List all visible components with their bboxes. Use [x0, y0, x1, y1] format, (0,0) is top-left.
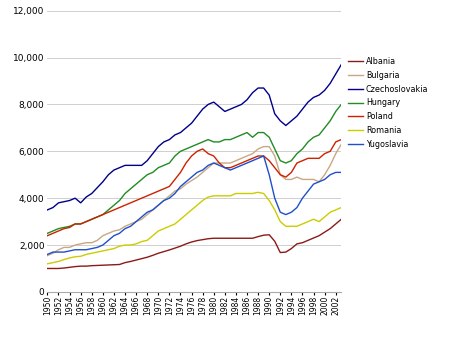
Yugoslavia — [261, 154, 266, 158]
Hungary — [222, 137, 228, 142]
Romania — [155, 229, 161, 233]
Line: Albania: Albania — [47, 219, 341, 268]
Hungary — [244, 130, 250, 135]
Romania — [338, 205, 344, 210]
Hungary — [94, 215, 100, 219]
Czechoslovakia — [205, 102, 211, 106]
Bulgaria — [45, 253, 50, 258]
Romania — [217, 194, 222, 198]
Yugoslavia — [244, 161, 250, 165]
Poland — [205, 152, 211, 156]
Poland — [217, 161, 222, 165]
Bulgaria — [244, 154, 250, 158]
Poland — [155, 189, 161, 193]
Hungary — [338, 102, 344, 106]
Bulgaria — [94, 238, 100, 242]
Poland — [45, 234, 50, 238]
Czechoslovakia — [338, 62, 344, 67]
Bulgaria — [205, 166, 211, 170]
Poland — [94, 215, 100, 219]
Czechoslovakia — [217, 105, 222, 109]
Line: Yugoslavia: Yugoslavia — [47, 156, 341, 255]
Albania — [222, 236, 228, 240]
Hungary — [155, 166, 161, 170]
Yugoslavia — [338, 170, 344, 174]
Czechoslovakia — [155, 145, 161, 149]
Poland — [338, 137, 344, 142]
Bulgaria — [222, 161, 228, 165]
Line: Romania: Romania — [47, 192, 341, 264]
Romania — [222, 194, 228, 198]
Albania — [45, 266, 50, 271]
Bulgaria — [155, 203, 161, 207]
Romania — [45, 262, 50, 266]
Bulgaria — [338, 142, 344, 146]
Czechoslovakia — [94, 185, 100, 190]
Czechoslovakia — [222, 109, 228, 114]
Romania — [244, 192, 250, 196]
Yugoslavia — [222, 166, 228, 170]
Line: Czechoslovakia: Czechoslovakia — [47, 64, 341, 210]
Albania — [217, 236, 222, 240]
Yugoslavia — [45, 252, 50, 257]
Albania — [244, 236, 250, 240]
Line: Bulgaria: Bulgaria — [47, 144, 341, 256]
Legend: Albania, Bulgaria, Czechoslovakia, Hungary, Poland, Romania, Yugoslavia: Albania, Bulgaria, Czechoslovakia, Hunga… — [348, 57, 428, 149]
Line: Poland: Poland — [47, 140, 341, 236]
Bulgaria — [217, 161, 222, 165]
Albania — [205, 237, 211, 241]
Romania — [94, 250, 100, 254]
Yugoslavia — [155, 203, 161, 207]
Albania — [94, 263, 100, 268]
Yugoslavia — [205, 163, 211, 168]
Line: Hungary: Hungary — [47, 104, 341, 233]
Romania — [255, 190, 261, 194]
Poland — [244, 158, 250, 163]
Albania — [338, 217, 344, 221]
Hungary — [217, 140, 222, 144]
Hungary — [45, 231, 50, 235]
Yugoslavia — [217, 163, 222, 168]
Hungary — [205, 137, 211, 142]
Czechoslovakia — [244, 98, 250, 102]
Poland — [222, 166, 228, 170]
Czechoslovakia — [45, 208, 50, 212]
Romania — [205, 195, 211, 199]
Albania — [155, 251, 161, 255]
Yugoslavia — [94, 245, 100, 250]
